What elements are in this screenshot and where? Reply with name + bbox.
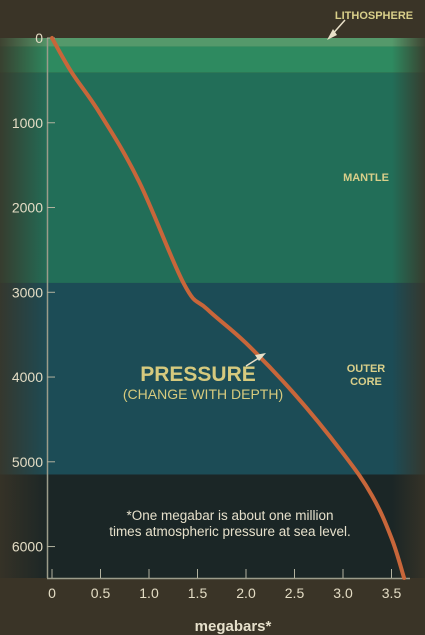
y-tick-label-4000: 4000 — [12, 369, 43, 385]
layer-band-0 — [0, 38, 425, 47]
footnote-line-2: times atmospheric pressure at sea level. — [109, 524, 351, 539]
x-tick-label-1.5: 1.5 — [188, 585, 208, 601]
y-tick-label-2000: 2000 — [12, 200, 43, 216]
x-tick-label-3.5: 3.5 — [382, 585, 402, 601]
layer-label-3-line-1: CORE — [350, 376, 382, 388]
x-tick-label-0: 0 — [48, 585, 56, 601]
layer-band-2 — [0, 72, 425, 283]
x-tick-label-2.5: 2.5 — [285, 585, 305, 601]
right-edge-fade — [392, 38, 425, 578]
y-tick-label-1000: 1000 — [12, 115, 43, 131]
y-tick-label-6000: 6000 — [12, 539, 43, 555]
x-tick-label-1.0: 1.0 — [139, 585, 159, 601]
x-axis-label: megabars* — [195, 618, 272, 635]
x-tick-label-2.0: 2.0 — [236, 585, 256, 601]
pressure-sublabel: (CHANGE WITH DEPTH) — [123, 386, 283, 402]
pressure-arrow — [245, 353, 266, 367]
x-tick-label-0.5: 0.5 — [91, 585, 111, 601]
earth-layers — [0, 38, 425, 578]
x-axis-ticks: 0 0.5 1.0 1.5 2.0 2.5 3.0 3.5 — [48, 569, 401, 601]
layer-label-3-line-0: OUTER — [347, 363, 386, 375]
lithosphere-arrow — [327, 19, 346, 40]
y-tick-label-5000: 5000 — [12, 454, 43, 470]
left-edge-fade — [0, 38, 50, 578]
layer-band-4 — [0, 474, 425, 578]
footnote-line-1: *One megabar is about one million — [126, 508, 333, 523]
layer-label-2: MANTLE — [343, 172, 389, 184]
x-tick-label-3.0: 3.0 — [333, 585, 353, 601]
pressure-label: PRESSURE — [140, 363, 256, 386]
pressure-curve — [50, 36, 407, 580]
y-axis-ticks: 0 1000 2000 3000 4000 5000 6000 — [12, 30, 55, 555]
y-tick-label-0: 0 — [35, 30, 43, 46]
layer-label-0: LITHOSPHERE — [335, 10, 413, 22]
y-tick-label-3000: 3000 — [12, 284, 43, 300]
